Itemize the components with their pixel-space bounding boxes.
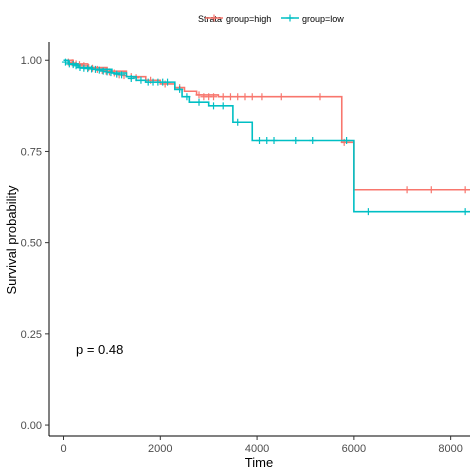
legend-label-low: group=low [302, 14, 344, 24]
censor-mark-group-low [95, 66, 103, 74]
legend-label-high: group=high [226, 14, 271, 24]
censor-mark-group-low [103, 68, 111, 76]
censor-mark-group-low [61, 58, 69, 66]
censor-mark-group-low [137, 76, 145, 84]
censor-mark-group-low [292, 137, 300, 144]
censor-mark-group-low [113, 70, 121, 78]
censor-mark-group-low [219, 102, 227, 110]
censor-mark-group-low [270, 137, 278, 144]
censor-mark-group-low [461, 208, 469, 216]
y-axis-title: Survival probability [4, 185, 19, 295]
legend-censor-mark [210, 14, 218, 22]
censor-mark-group-low [118, 71, 126, 79]
censor-mark-group-low [364, 208, 372, 216]
legend: Strata group=high group=low [198, 14, 344, 24]
x-tick-label: 6000 [342, 443, 366, 455]
y-tick-label: 1.00 [21, 55, 42, 67]
censor-mark-group-low [107, 69, 115, 77]
censor-mark-group-high [427, 186, 435, 194]
censor-mark-group-low [127, 74, 135, 82]
x-tick-label: 0 [60, 443, 66, 455]
censor-mark-group-low [195, 98, 203, 106]
censor-mark-group-low [256, 137, 263, 144]
censor-mark-group-low [76, 64, 84, 72]
censor-mark-group-high [219, 93, 227, 101]
censor-mark-group-low [164, 78, 172, 86]
censor-mark-group-low [183, 93, 191, 101]
censor-mark-group-high [316, 93, 324, 101]
legend-title: Strata [198, 14, 222, 24]
x-tick-label: 4000 [245, 443, 269, 455]
censor-mark-group-high [248, 93, 256, 101]
censor-mark-group-low [234, 118, 242, 126]
survival-curve-group-low [63, 59, 470, 213]
censor-mark-group-high [403, 186, 411, 194]
legend-censor-mark [286, 14, 294, 22]
censor-mark-group-high [226, 93, 234, 101]
censor-mark-group-high [258, 93, 266, 101]
censor-mark-group-low [343, 137, 351, 144]
censor-mark-group-low [65, 60, 73, 68]
plot-area [61, 58, 470, 216]
legend-key-low [281, 14, 299, 22]
censor-mark-group-high [461, 186, 469, 194]
censor-mark-group-low [72, 62, 80, 70]
censor-mark-group-high [277, 93, 285, 101]
censor-mark-group-low [309, 137, 317, 144]
censor-mark-group-high [241, 93, 249, 101]
censor-mark-group-low [99, 67, 107, 75]
censor-mark-group-low [210, 102, 218, 110]
survival-curve-group-high [63, 59, 470, 191]
censor-mark-group-high [195, 91, 203, 99]
censor-mark-group-low [176, 85, 184, 93]
y-tick-label: 0.25 [21, 329, 42, 341]
x-axis-ticks: 0 2000 4000 6000 8000 [60, 436, 463, 455]
censor-mark-group-high [234, 93, 242, 101]
x-axis-title: Time [245, 455, 273, 470]
y-tick-label: 0.50 [21, 238, 42, 250]
censor-mark-group-high [210, 93, 218, 101]
p-value-annotation: p = 0.48 [76, 342, 123, 357]
x-tick-label: 2000 [148, 443, 172, 455]
censor-mark-group-low [91, 65, 99, 73]
censor-mark-group-low [263, 137, 271, 144]
x-tick-label: 8000 [438, 443, 462, 455]
y-tick-label: 0.00 [21, 420, 42, 432]
y-axis-ticks: 0.00 0.25 0.50 0.75 1.00 [21, 55, 49, 432]
legend-key-high [205, 14, 223, 22]
y-tick-label: 0.75 [21, 146, 42, 158]
